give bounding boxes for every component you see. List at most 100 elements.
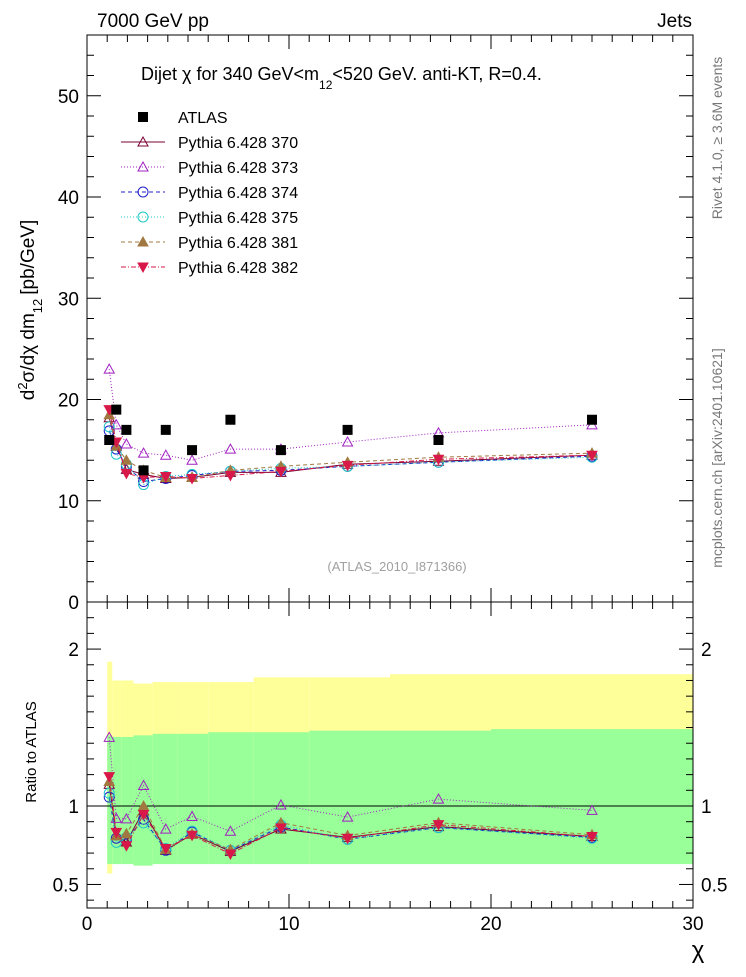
band-inner [177,733,209,865]
legend-marker [137,160,149,172]
series-point-ratio [586,804,598,815]
series-point-main [186,473,198,485]
atlas-data-point [275,445,286,456]
series-point-main [275,466,287,478]
atlas-data-point [138,465,149,476]
y-tick-label-main: 0 [68,593,79,614]
series-point-main [159,471,172,483]
x-axis-label: χ [692,937,705,964]
watermark: (ATLAS_2010_I871366) [327,559,466,574]
series-point-main [186,454,198,465]
series-point-ratio [224,849,237,860]
series-point-ratio [110,827,123,839]
series-point-ratio [186,810,198,821]
atlas-data-point [187,445,198,456]
series-point-main [137,447,150,458]
series-point-ratio [586,832,598,843]
legend-label: Pythia 6.428 370 [178,135,298,152]
rivet-label: Rivet 4.1.0, ≥ 3.6M events [709,57,725,220]
y-axis-label-ratio: Ratio to ATLAS [23,701,40,802]
x-tick-label: 0 [82,914,93,935]
series-point-ratio [432,820,445,831]
band-inner [112,736,122,865]
atlas-data-point [433,435,444,445]
series-point-ratio [137,779,150,790]
band-inner [152,733,178,865]
ratio-series-group [103,731,598,860]
y-tick-label-ratio: 1 [68,797,79,818]
atlas-data-point [587,414,597,425]
y-tick-label-ratio-right: 0.5 [701,875,727,896]
series-point-ratio [159,843,172,855]
series-point-main [341,435,354,447]
legend-marker [137,186,149,198]
series-point-ratio [432,793,445,804]
series-point-ratio [103,731,116,742]
legend-marker [137,135,149,147]
series-point-main [103,421,115,433]
series-line-main [108,430,593,483]
y-tick-label-ratio: 0.5 [53,875,79,896]
series-point-ratio [186,830,198,842]
header-right: Jets [657,11,692,32]
legend-label: Pythia 6.428 381 [178,235,298,252]
y-tick-label-main: 10 [58,492,79,513]
y-tick-label-ratio: 2 [68,640,79,661]
x-tick-label: 30 [682,914,703,935]
band-inner [491,729,693,865]
y-tick-label-main: 20 [58,391,79,412]
series-point-ratio [224,825,237,836]
atlas-data-point [342,424,353,435]
series-point-main [224,470,237,482]
series-point-ratio [120,812,133,824]
series-point-main [120,468,133,480]
series-line-ratio [108,737,593,832]
series-point-main [159,449,172,460]
series-point-ratio [103,772,116,783]
series-point-main [103,363,116,374]
series-point-main [586,450,598,462]
series-point-ratio [103,787,115,799]
series-point-ratio [341,811,354,822]
series-line-ratio [108,793,593,852]
legend-marker [137,262,149,274]
y-tick-label-main: 40 [58,188,79,209]
legend-label: Pythia 6.428 374 [178,185,298,202]
series-point-ratio [120,827,133,839]
x-tick-label: 10 [278,914,299,935]
series-point-main [120,438,133,449]
series-point-ratio [159,823,172,834]
mcplots-label: mcplots.cern.ch [arXiv:2401.10621] [709,348,725,567]
legend-marker [137,211,149,223]
y-tick-label-ratio-right: 1 [701,797,712,818]
atlas-data-point [225,414,236,425]
y-tick-label-main: 50 [58,87,79,108]
series-point-main [341,460,354,472]
series-line-main [108,369,593,461]
series-point-main [432,454,445,466]
series-point-main [224,443,237,454]
atlas-data-point [111,404,122,415]
series-point-main [120,454,133,465]
y-axis-label-main: d2σ/dχ dm12[pb/GeV] [15,220,45,401]
atlas-data-point [104,435,115,445]
ratio-uncertainty-bands [87,661,693,874]
series-point-ratio [341,833,354,845]
x-tick-label: 20 [480,914,501,935]
atlas-data-point [160,424,171,435]
atlas-data-point [121,424,132,435]
axis-ticks: 0 10 20 30 0 10 20 30 40 50 0.5 0.5 1 1 2 2 [53,35,727,935]
legend-marker [138,112,148,122]
chart-title: Dijet χ for 340 GeV<m12<520 GeV. anti-KT… [141,64,542,92]
legend-marker [137,235,149,247]
legend-label: Pythia 6.428 373 [178,160,298,177]
series-point-ratio [275,823,287,834]
legend-label: Pythia 6.428 382 [178,260,298,277]
header-left: 7000 GeV pp [97,11,209,32]
legend-label: Pythia 6.428 375 [178,210,298,227]
series-point-ratio [137,809,150,821]
series-line-main [108,426,593,486]
band-inner [253,732,310,865]
